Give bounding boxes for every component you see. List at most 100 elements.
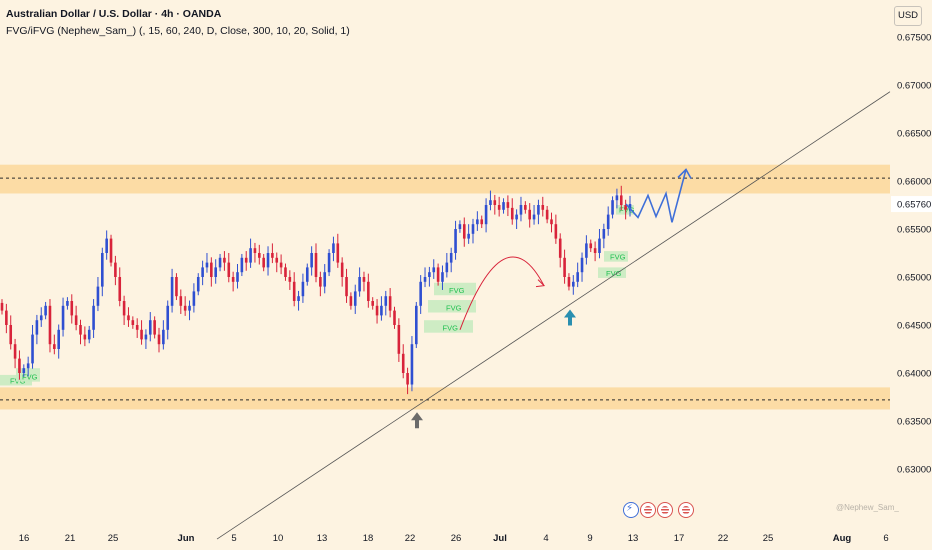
candle <box>297 290 300 311</box>
y-tick-label: 0.63000 <box>897 465 931 476</box>
candle <box>572 275 575 295</box>
candle <box>445 253 449 278</box>
candle <box>170 268 174 313</box>
candle-body <box>284 267 287 277</box>
candle <box>253 242 257 263</box>
candle <box>462 217 466 247</box>
candle <box>266 246 270 276</box>
candle <box>53 334 56 355</box>
flag-us-icon[interactable] <box>678 502 694 518</box>
candle-body <box>214 267 217 277</box>
candle-body <box>519 205 523 215</box>
candle-body <box>445 262 449 273</box>
candle <box>66 297 69 310</box>
candle-body <box>506 202 510 208</box>
candle-body <box>105 238 108 253</box>
lightning-icon[interactable] <box>623 502 639 518</box>
candle-body <box>593 248 597 253</box>
x-tick-label: 25 <box>108 533 119 544</box>
candle <box>602 223 606 249</box>
candle <box>162 320 165 350</box>
candle-body <box>114 262 117 277</box>
candle <box>327 249 331 277</box>
candle <box>13 338 17 369</box>
candle-body <box>305 267 309 282</box>
candle <box>118 267 122 307</box>
candle <box>332 236 335 262</box>
up-arrow-icon <box>411 412 423 429</box>
candle-body <box>53 344 56 349</box>
candle-body <box>589 243 593 249</box>
flag-au-icon[interactable] <box>640 502 656 518</box>
candle <box>397 318 401 362</box>
candle-body <box>388 296 392 311</box>
candle-body <box>96 286 100 306</box>
candle-body <box>558 238 562 258</box>
candle-body <box>236 272 239 282</box>
candle <box>57 324 60 359</box>
candle <box>537 199 540 225</box>
candle <box>183 296 187 316</box>
price-axis[interactable]: 0.67500 0.67000 0.66500 0.66000 0.65500 0.650… <box>891 33 932 476</box>
candle-body <box>436 267 440 282</box>
candle <box>292 272 296 307</box>
candle <box>284 263 287 281</box>
candle <box>301 273 305 303</box>
candle-body <box>532 214 536 220</box>
candle-body <box>580 257 584 273</box>
candle <box>362 271 366 292</box>
candle <box>210 257 213 287</box>
candle-body <box>179 296 183 306</box>
x-tick-label: 21 <box>65 533 76 544</box>
x-tick-label: 18 <box>363 533 374 544</box>
candle <box>87 325 91 344</box>
candle-body <box>288 277 292 282</box>
fvg-label: FVG <box>449 286 465 295</box>
indicator-legend[interactable]: FVG/iFVG (Nephew_Sam_) (, 15, 60, 240, D… <box>6 25 350 37</box>
candle <box>585 235 588 265</box>
candle-body <box>524 205 527 210</box>
candle-body <box>240 257 244 273</box>
candle-body <box>380 305 383 316</box>
drawing-overlays <box>216 91 891 540</box>
fvg-label: FVG <box>443 324 459 333</box>
symbol-title[interactable]: Australian Dollar / U.S. Dollar · 4h · O… <box>6 8 222 20</box>
candle-body <box>550 219 553 225</box>
candle-body <box>148 320 152 335</box>
y-tick-label: 0.64500 <box>897 321 931 332</box>
candle-body <box>314 253 318 277</box>
flag-us-icon[interactable] <box>657 502 673 518</box>
candle <box>240 253 244 277</box>
candle <box>454 220 457 260</box>
candle-body <box>458 224 462 229</box>
candle <box>218 253 222 272</box>
candle <box>467 224 470 244</box>
candle <box>353 284 357 314</box>
candle <box>201 260 204 286</box>
candle <box>153 316 156 339</box>
time-axis[interactable]: 16 21 25 Jun 5 10 13 18 22 26 Jul 4 9 13 17 22 25 Aug 6 <box>19 533 889 544</box>
candle <box>83 326 87 347</box>
current-price-box <box>891 196 932 213</box>
x-tick-label: 13 <box>628 533 639 544</box>
candle-body <box>118 277 122 301</box>
candle <box>131 316 135 329</box>
candle-body <box>384 296 388 306</box>
candle-body <box>362 277 366 282</box>
curve-arrowhead <box>535 279 546 288</box>
candle <box>476 211 479 231</box>
candle-body <box>619 195 623 205</box>
candle-body <box>48 305 52 345</box>
candle <box>436 263 440 286</box>
trendline <box>216 91 891 540</box>
supply-demand-zones <box>0 164 890 410</box>
candle-body <box>253 248 257 253</box>
candle <box>275 252 279 273</box>
candle <box>506 195 510 217</box>
candle <box>323 264 327 294</box>
x-tick-label: 22 <box>405 533 416 544</box>
currency-button[interactable]: USD <box>894 6 922 26</box>
candle-body <box>598 238 601 253</box>
candle-body <box>628 204 632 210</box>
